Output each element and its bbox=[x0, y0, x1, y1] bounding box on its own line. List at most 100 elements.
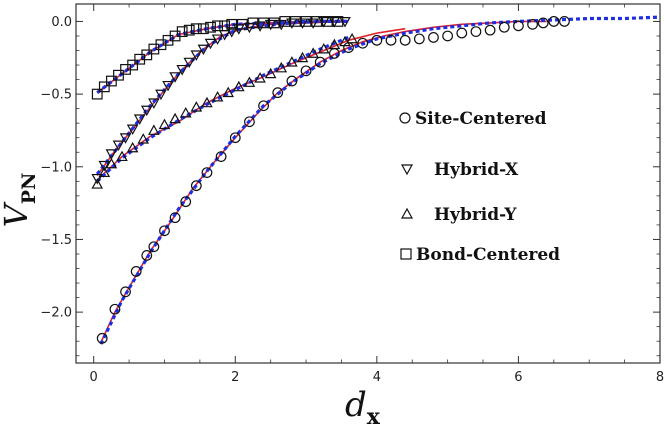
data-point-site-centered-21 bbox=[357, 37, 369, 49]
fit-curve-blue-0 bbox=[99, 15, 661, 345]
x-tick-label-2: 4 bbox=[373, 370, 381, 385]
data-point-hybrid-x-1 bbox=[98, 160, 111, 172]
data-point-hybrid-x-14 bbox=[190, 50, 203, 61]
data-point-hybrid-x-2 bbox=[105, 149, 118, 160]
data-point-hybrid-y-4 bbox=[126, 141, 139, 153]
data-point-bond-centered-25 bbox=[290, 16, 301, 27]
data-point-bond-centered-19 bbox=[226, 18, 238, 30]
data-point-hybrid-x-6 bbox=[133, 114, 146, 125]
data-point-site-centered-8 bbox=[180, 196, 192, 208]
data-point-site-centered-12 bbox=[229, 132, 241, 144]
data-point-site-centered-13 bbox=[244, 116, 255, 128]
data-point-site-centered-35 bbox=[548, 16, 560, 27]
data-point-hybrid-x-9 bbox=[155, 89, 167, 101]
legend-marker-site-centered-glyph bbox=[399, 112, 411, 124]
data-point-bond-centered-21 bbox=[247, 17, 259, 29]
data-point-hybrid-y-16 bbox=[254, 72, 266, 83]
data-point-site-centered-0 bbox=[96, 332, 108, 344]
legend-label-hybrid-x: Hybrid-X bbox=[434, 160, 519, 180]
data-point-site-centered-29 bbox=[470, 26, 482, 38]
data-point-site-centered-28 bbox=[456, 27, 468, 39]
y-tick-label-0: 0.0 bbox=[51, 15, 72, 30]
data-point-site-centered-11 bbox=[215, 151, 227, 163]
data-point-hybrid-y-1 bbox=[98, 166, 111, 178]
plot-frame bbox=[75, 3, 661, 364]
legend-marker-hybrid-y bbox=[400, 207, 414, 219]
data-point-bond-centered-29 bbox=[332, 16, 344, 27]
legend-marker-site-centered bbox=[399, 112, 411, 124]
data-point-site-centered-22 bbox=[371, 34, 383, 46]
data-point-hybrid-x-17 bbox=[211, 34, 224, 45]
data-point-hybrid-y-20 bbox=[296, 51, 309, 63]
data-point-site-centered-17 bbox=[300, 65, 312, 77]
data-point-hybrid-x-15 bbox=[197, 44, 210, 56]
data-point-hybrid-y-12 bbox=[211, 90, 224, 102]
data-point-hybrid-y-21 bbox=[307, 47, 319, 58]
x-tick-label-0: 0 bbox=[90, 370, 98, 385]
data-point-bond-centered-17 bbox=[212, 20, 223, 32]
data-point-bond-centered-18 bbox=[219, 20, 231, 32]
data-point-site-centered-9 bbox=[190, 180, 202, 192]
data-point-site-centered-16 bbox=[286, 75, 298, 87]
data-point-bond-centered-22 bbox=[258, 17, 269, 29]
y-axis-title-main: V bbox=[0, 201, 35, 227]
legend-marker-hybrid-y-glyph bbox=[400, 207, 414, 219]
data-point-hybrid-y-0 bbox=[91, 178, 104, 189]
data-point-site-centered-25 bbox=[413, 33, 425, 45]
data-point-site-centered-23 bbox=[385, 34, 397, 46]
data-point-site-centered-15 bbox=[272, 87, 284, 99]
data-point-site-centered-14 bbox=[258, 100, 269, 112]
data-point-bond-centered-3 bbox=[113, 69, 124, 81]
data-point-bond-centered-28 bbox=[321, 16, 333, 27]
y-axis-title: VPN bbox=[0, 173, 40, 228]
data-point-bond-centered-2 bbox=[105, 75, 117, 87]
data-point-hybrid-x-11 bbox=[169, 72, 181, 83]
legend-label-hybrid-y: Hybrid-Y bbox=[434, 205, 517, 225]
data-point-bond-centered-1 bbox=[98, 81, 110, 93]
y-tick-label-1: −0.5 bbox=[40, 88, 72, 103]
x-axis-title-sub: x bbox=[367, 404, 381, 428]
data-point-bond-centered-15 bbox=[198, 23, 209, 35]
y-tick-label-2: −1.0 bbox=[40, 160, 72, 175]
data-point-hybrid-y-18 bbox=[275, 61, 288, 73]
data-point-hybrid-x-5 bbox=[126, 124, 139, 136]
data-point-bond-centered-26 bbox=[300, 16, 312, 27]
data-point-bond-centered-13 bbox=[183, 24, 195, 36]
data-point-hybrid-y-10 bbox=[190, 101, 203, 112]
data-point-bond-centered-14 bbox=[190, 23, 202, 35]
data-point-bond-centered-12 bbox=[176, 26, 188, 38]
x-tick-label-1: 2 bbox=[231, 370, 239, 385]
y-tick-label-3: −1.5 bbox=[40, 233, 72, 248]
data-point-site-centered-34 bbox=[537, 17, 549, 29]
data-point-hybrid-y-7 bbox=[158, 118, 171, 130]
data-point-hybrid-y-11 bbox=[201, 96, 213, 108]
data-point-site-centered-3 bbox=[130, 266, 142, 277]
data-point-hybrid-y-9 bbox=[179, 106, 192, 118]
data-point-site-centered-30 bbox=[484, 24, 496, 36]
data-point-hybrid-y-3 bbox=[116, 150, 128, 162]
data-point-bond-centered-23 bbox=[268, 17, 280, 29]
x-tick-label-3: 6 bbox=[514, 370, 522, 385]
data-point-bond-centered-0 bbox=[91, 88, 103, 100]
data-point-site-centered-10 bbox=[201, 167, 213, 178]
data-point-hybrid-y-14 bbox=[232, 80, 245, 92]
legend: Site-Centered Hybrid-X Hybrid-Y Bond-Cen… bbox=[399, 109, 560, 265]
data-point-site-centered-31 bbox=[498, 21, 510, 33]
data-point-site-centered-7 bbox=[169, 212, 181, 224]
data-point-site-centered-24 bbox=[399, 34, 411, 46]
data-point-bond-centered-24 bbox=[279, 16, 291, 27]
y-axis-title-sub: PN bbox=[18, 173, 40, 205]
legend-marker-hybrid-x-glyph bbox=[400, 164, 414, 176]
data-point-site-centered-5 bbox=[148, 241, 160, 253]
data-point-site-centered-27 bbox=[442, 30, 454, 42]
data-point-bond-centered-16 bbox=[205, 21, 216, 33]
data-point-hybrid-x-19 bbox=[225, 27, 238, 38]
legend-marker-hybrid-x bbox=[400, 164, 414, 176]
axes: 0 2 4 6 8 0.0 −0.5 −1.0 −1.5 −2.0 bbox=[40, 3, 664, 385]
data-point-bond-centered-5 bbox=[127, 59, 139, 71]
data-point-bond-centered-27 bbox=[311, 16, 323, 27]
data-point-site-centered-1 bbox=[109, 303, 121, 315]
data-point-bond-centered-7 bbox=[141, 49, 153, 61]
